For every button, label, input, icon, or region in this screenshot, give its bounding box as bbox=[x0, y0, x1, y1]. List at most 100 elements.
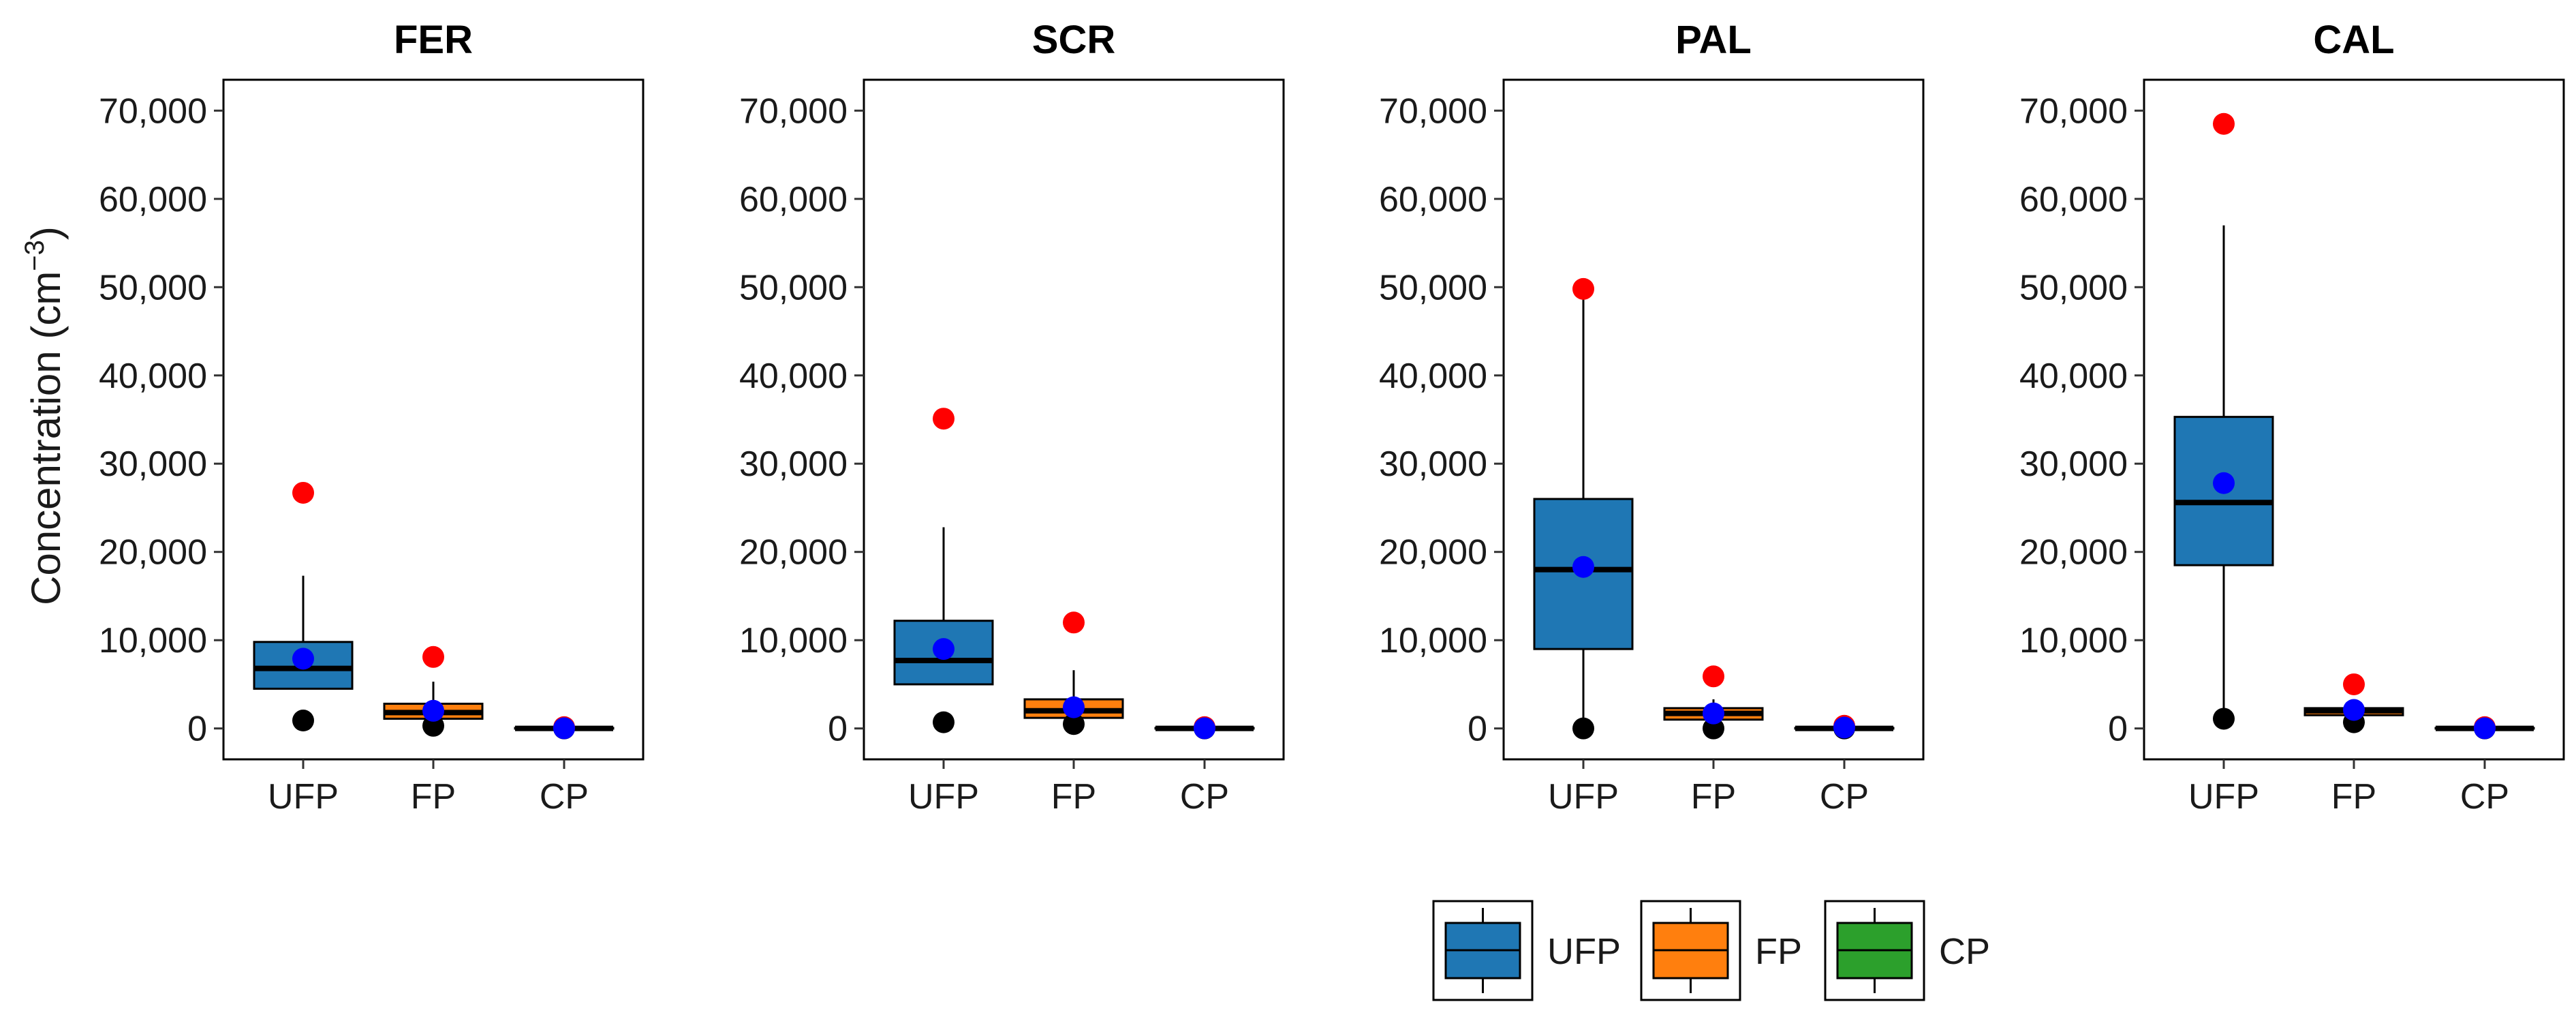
y-tick-label: 70,000 bbox=[1379, 91, 1487, 131]
mean-point bbox=[933, 638, 955, 661]
max-point bbox=[933, 408, 955, 430]
box-ufp: UFP bbox=[253, 481, 354, 817]
y-tick-label: 30,000 bbox=[1379, 444, 1487, 484]
min-point bbox=[1572, 717, 1594, 740]
x-tick-label: UFP bbox=[268, 777, 339, 817]
box-cp: CP bbox=[2434, 716, 2535, 817]
x-tick-label: CP bbox=[1820, 777, 1869, 817]
x-tick-label: FP bbox=[1691, 777, 1736, 817]
panel-title: SCR bbox=[1032, 18, 1115, 62]
y-axis-title: Concentration (cm−3) bbox=[20, 226, 69, 605]
y-tick-label: 60,000 bbox=[739, 180, 848, 219]
chart-panels: FER 0 10,000 20,000 30,000 40,000 50,000 60,000… bbox=[99, 18, 2565, 817]
panel-frame bbox=[1502, 78, 1925, 761]
box-fp: FP bbox=[2303, 673, 2404, 817]
y-tick-label: 0 bbox=[828, 710, 848, 749]
x-tick-label: FP bbox=[2331, 777, 2376, 817]
y-tick-label: 30,000 bbox=[2019, 444, 2128, 484]
min-point bbox=[2213, 708, 2235, 730]
max-point bbox=[1063, 611, 1085, 634]
mean-point bbox=[1572, 556, 1594, 578]
y-tick-label: 30,000 bbox=[99, 444, 207, 484]
y-tick-label: 20,000 bbox=[1379, 533, 1487, 573]
y-tick-label: 70,000 bbox=[739, 91, 848, 131]
box-ufp: UFP bbox=[1533, 277, 1634, 817]
y-axis-title-superscript: −3 bbox=[20, 240, 50, 271]
min-point bbox=[1063, 713, 1085, 735]
max-point bbox=[1703, 665, 1724, 688]
box-ufp: UFP bbox=[893, 408, 994, 817]
y-tick-label: 30,000 bbox=[739, 444, 848, 484]
y-tick-label: 70,000 bbox=[99, 91, 207, 131]
x-tick-label: FP bbox=[1051, 777, 1096, 817]
box-fp: FP bbox=[383, 646, 484, 817]
x-tick-label: UFP bbox=[908, 777, 979, 817]
panel-title: FER bbox=[394, 18, 473, 62]
max-point bbox=[2213, 112, 2235, 135]
mean-point bbox=[553, 717, 575, 740]
min-point bbox=[1703, 717, 1724, 740]
panel-scr: SCR 0 10,000 20,000 30,000 40,000 50,000 60,000… bbox=[739, 18, 1285, 817]
panel-title: CAL bbox=[2313, 18, 2394, 62]
y-tick-label: 0 bbox=[2108, 710, 2128, 749]
mean-point bbox=[2343, 699, 2365, 721]
legend-item-cp: CP bbox=[1824, 900, 1990, 1001]
mean-point bbox=[1063, 696, 1085, 718]
max-point bbox=[422, 646, 444, 668]
max-point bbox=[292, 481, 314, 504]
y-axis-title-close: ) bbox=[23, 226, 69, 240]
min-point bbox=[933, 711, 955, 733]
panel-pal: PAL 0 10,000 20,000 30,000 40,000 50,000 60,000… bbox=[1379, 18, 1925, 817]
box-fp: FP bbox=[1023, 611, 1124, 817]
box-fp: FP bbox=[1663, 665, 1764, 817]
y-tick-label: 60,000 bbox=[2019, 180, 2128, 219]
y-tick-label: 60,000 bbox=[99, 180, 207, 219]
y-tick-label: 50,000 bbox=[99, 268, 207, 307]
x-tick-label: UFP bbox=[2188, 777, 2259, 817]
y-tick-label: 50,000 bbox=[739, 268, 848, 307]
y-tick-label: 40,000 bbox=[99, 356, 207, 396]
y-tick-label: 70,000 bbox=[2019, 91, 2128, 131]
y-tick-label: 10,000 bbox=[99, 621, 207, 661]
legend-item-fp: FP bbox=[1640, 900, 1802, 1001]
y-tick-label: 0 bbox=[1468, 710, 1487, 749]
y-tick-label: 20,000 bbox=[2019, 533, 2128, 573]
mean-point bbox=[1703, 702, 1724, 725]
panel-title: PAL bbox=[1675, 18, 1752, 62]
y-tick-label: 60,000 bbox=[1379, 180, 1487, 219]
mean-point bbox=[2213, 472, 2235, 494]
x-tick-label: CP bbox=[2460, 777, 2509, 817]
box-cp: CP bbox=[1794, 714, 1895, 817]
legend-item-ufp: UFP bbox=[1432, 900, 1621, 1001]
legend: UFP FP CP bbox=[1432, 900, 1990, 1001]
legend-label: UFP bbox=[1547, 931, 1621, 972]
x-tick-label: FP bbox=[411, 777, 456, 817]
y-tick-label: 10,000 bbox=[1379, 621, 1487, 661]
y-tick-label: 0 bbox=[187, 710, 207, 749]
y-tick-label: 50,000 bbox=[2019, 268, 2128, 307]
y-tick-label: 10,000 bbox=[2019, 621, 2128, 661]
panel-fer: FER 0 10,000 20,000 30,000 40,000 50,000 60,000… bbox=[99, 18, 645, 817]
max-point bbox=[1572, 277, 1594, 300]
mean-point bbox=[422, 699, 444, 722]
x-tick-label: UFP bbox=[1548, 777, 1619, 817]
y-tick-label: 40,000 bbox=[739, 356, 848, 396]
legend-label: FP bbox=[1755, 931, 1802, 972]
panel-cal: CAL 0 10,000 20,000 30,000 40,000 50,000 60,000… bbox=[2019, 18, 2565, 817]
y-tick-label: 20,000 bbox=[99, 533, 207, 573]
min-point bbox=[422, 714, 444, 737]
max-point bbox=[2343, 673, 2365, 695]
box-cp: CP bbox=[514, 716, 615, 817]
y-tick-label: 50,000 bbox=[1379, 268, 1487, 307]
box-ufp: UFP bbox=[2173, 112, 2274, 817]
y-tick-label: 40,000 bbox=[1379, 356, 1487, 396]
mean-point bbox=[2474, 717, 2496, 740]
y-tick-label: 20,000 bbox=[739, 533, 848, 573]
legend-label: CP bbox=[1939, 931, 1990, 972]
y-tick-label: 10,000 bbox=[739, 621, 848, 661]
mean-point bbox=[1194, 717, 1215, 740]
y-axis-title-text: Concentration (cm bbox=[23, 271, 69, 605]
mean-point bbox=[1833, 716, 1855, 739]
mean-point bbox=[292, 648, 314, 670]
